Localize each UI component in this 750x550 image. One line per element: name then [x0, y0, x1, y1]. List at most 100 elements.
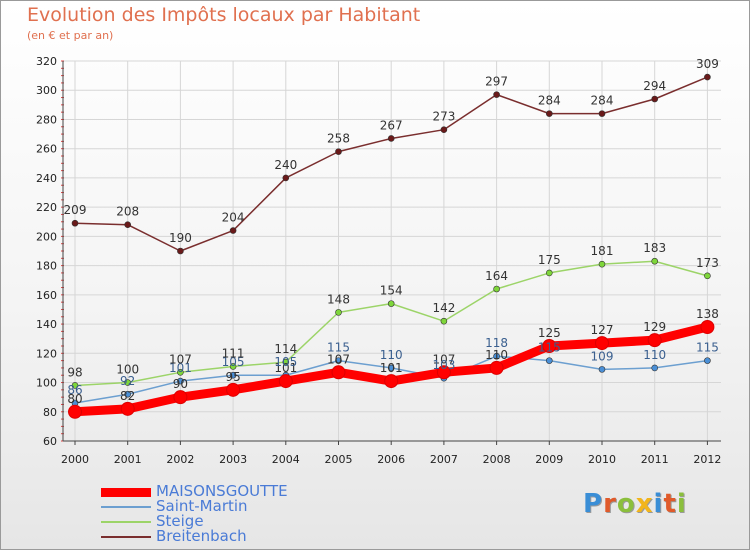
data-label: 204 — [222, 211, 245, 225]
y-tick-label: 200 — [36, 230, 57, 243]
x-tick-label: 2007 — [430, 453, 458, 466]
data-point — [282, 174, 290, 182]
data-label: 181 — [591, 244, 614, 258]
data-label: 86 — [67, 383, 82, 397]
data-point — [489, 360, 504, 375]
x-tick-label: 2000 — [61, 453, 89, 466]
data-point — [331, 365, 346, 380]
data-point — [493, 285, 500, 293]
data-label: 110 — [380, 348, 403, 362]
data-label: 115 — [327, 341, 350, 355]
data-label: 100 — [116, 363, 139, 377]
data-point — [440, 317, 448, 325]
data-label: 98 — [67, 365, 82, 379]
x-tick-label: 2003 — [219, 453, 247, 466]
data-label: 101 — [380, 361, 403, 375]
y-tick-label: 100 — [36, 377, 57, 390]
data-label: 148 — [327, 292, 350, 306]
chart-title: Evolution des Impôts locaux par Habitant — [27, 4, 421, 26]
y-tick-label: 320 — [36, 55, 57, 68]
data-label: 80 — [67, 392, 82, 406]
data-point — [595, 336, 609, 351]
x-tick-label: 2009 — [535, 453, 563, 466]
data-point — [440, 126, 448, 133]
data-label: 273 — [432, 110, 455, 124]
data-point — [229, 371, 237, 379]
x-tick-label: 2002 — [166, 453, 194, 466]
data-point — [173, 390, 188, 405]
data-label: 118 — [485, 336, 508, 350]
legend-swatch — [101, 487, 151, 497]
data-point — [278, 374, 293, 389]
data-point — [598, 260, 606, 268]
data-label: 164 — [485, 269, 508, 283]
data-point — [384, 374, 399, 389]
data-label: 267 — [380, 118, 403, 132]
data-point — [71, 219, 79, 227]
x-tick-label: 2004 — [272, 453, 300, 466]
y-tick-label: 300 — [36, 84, 57, 97]
y-tick-label: 80 — [43, 406, 57, 419]
data-point — [71, 382, 79, 389]
data-label: 183 — [643, 241, 666, 255]
data-label: 111 — [222, 346, 245, 360]
data-point — [704, 73, 711, 81]
data-point — [229, 227, 237, 234]
data-point — [387, 135, 395, 142]
data-label: 105 — [274, 355, 297, 369]
x-tick-label: 2010 — [588, 453, 616, 466]
data-label: 107 — [169, 352, 192, 366]
data-point — [493, 352, 500, 360]
y-tick-label: 160 — [36, 289, 57, 302]
data-point — [124, 379, 131, 386]
data-label: 209 — [64, 203, 87, 217]
data-label: 309 — [696, 57, 719, 71]
data-point — [68, 404, 82, 419]
data-point — [226, 382, 241, 397]
data-label: 105 — [222, 355, 245, 369]
legend-label: MAISONSGOUTTE — [156, 482, 288, 500]
data-point — [651, 257, 659, 265]
data-label: 129 — [643, 320, 666, 334]
data-point — [282, 358, 290, 366]
data-point — [647, 333, 662, 348]
y-tick-label: 220 — [36, 201, 57, 214]
data-label: 115 — [696, 341, 719, 355]
data-label: 125 — [538, 326, 561, 340]
data-point — [704, 357, 711, 364]
data-label: 294 — [643, 79, 666, 93]
data-point — [177, 369, 184, 376]
data-label: 127 — [591, 323, 614, 337]
legend-label: Saint-Martin — [156, 497, 248, 515]
data-label: 154 — [380, 284, 403, 298]
data-point — [545, 110, 553, 117]
x-tick-label: 2005 — [325, 453, 353, 466]
data-point — [545, 269, 553, 277]
data-label: 110 — [485, 348, 508, 362]
data-label: 258 — [327, 132, 350, 146]
data-point — [335, 148, 342, 155]
data-point — [700, 320, 715, 334]
y-tick-label: 60 — [43, 435, 57, 448]
data-label: 284 — [538, 94, 561, 108]
data-point — [177, 377, 184, 385]
y-tick-label: 120 — [36, 347, 57, 360]
y-tick-label: 140 — [36, 318, 57, 331]
x-tick-label: 2001 — [114, 453, 142, 466]
data-label: 297 — [485, 75, 508, 89]
data-label: 109 — [591, 349, 614, 363]
x-tick-label: 2008 — [483, 453, 511, 466]
data-point — [124, 221, 131, 228]
data-label: 101 — [274, 361, 297, 375]
data-label: 90 — [173, 377, 188, 391]
data-label: 110 — [643, 348, 666, 362]
data-label: 175 — [538, 253, 561, 267]
y-tick-label: 240 — [36, 172, 57, 185]
legend-swatch — [101, 536, 151, 538]
data-label: 208 — [116, 205, 139, 219]
data-label: 82 — [120, 389, 135, 403]
x-tick-label: 2006 — [377, 453, 405, 466]
legend-label: Steige — [156, 512, 204, 530]
data-label: 173 — [696, 256, 719, 270]
